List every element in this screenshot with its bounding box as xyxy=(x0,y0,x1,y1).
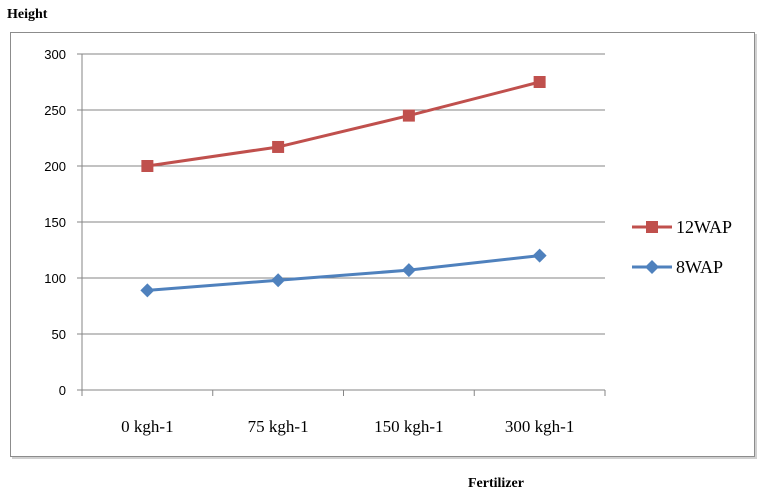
data-point xyxy=(401,263,416,278)
chart-frame xyxy=(10,32,755,457)
legend-entry: 8WAP xyxy=(632,257,723,277)
x-tick-label: 300 kgh-1 xyxy=(505,417,574,436)
series-8WAP xyxy=(140,248,547,298)
series-12WAP xyxy=(141,76,546,172)
y-tick-label: 200 xyxy=(44,159,66,174)
legend-label: 12WAP xyxy=(676,217,732,237)
data-point xyxy=(272,140,285,153)
series-line xyxy=(147,80,540,168)
data-point xyxy=(141,160,154,172)
series-layer xyxy=(140,76,547,298)
legend-label: 8WAP xyxy=(676,257,723,277)
x-tick-label: 75 kgh-1 xyxy=(248,417,309,436)
y-tick-label: 0 xyxy=(59,383,66,398)
data-point xyxy=(532,248,547,263)
legend-marker xyxy=(646,221,658,233)
data-point xyxy=(402,109,415,122)
y-tick-label: 300 xyxy=(44,47,66,62)
legend-entry: 12WAP xyxy=(632,217,732,237)
y-tick-label: 250 xyxy=(44,103,66,118)
data-point xyxy=(140,283,155,298)
gridlines xyxy=(82,53,605,335)
legend: 12WAP 8WAP xyxy=(632,217,732,277)
y-tick-labels: 0 50 100 150 200 250 300 xyxy=(44,47,66,398)
axes xyxy=(77,53,606,396)
y-axis-title: Height xyxy=(7,7,48,22)
legend-marker xyxy=(645,260,659,274)
y-tick-label: 150 xyxy=(44,215,66,230)
y-tick-label: 100 xyxy=(44,271,66,286)
series-line xyxy=(147,254,540,292)
data-point xyxy=(271,273,286,288)
data-point xyxy=(533,76,546,88)
y-tick-label: 50 xyxy=(52,327,66,342)
x-axis-title: Fertilizer xyxy=(468,476,524,491)
x-tick-label: 150 kgh-1 xyxy=(374,417,443,436)
x-tick-label: 0 kgh-1 xyxy=(121,417,173,436)
x-tick-labels: 0 kgh-1 75 kgh-1 150 kgh-1 300 kgh-1 xyxy=(121,417,574,436)
